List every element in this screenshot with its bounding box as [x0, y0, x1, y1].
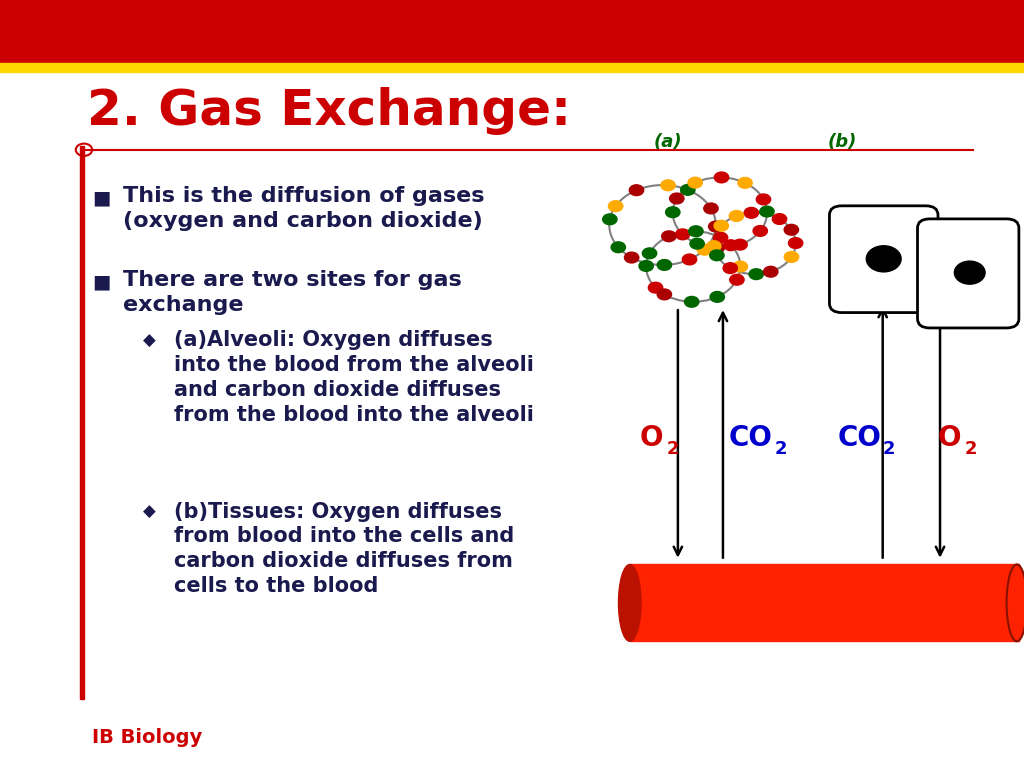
Circle shape	[703, 203, 718, 214]
FancyBboxPatch shape	[918, 219, 1019, 328]
Circle shape	[682, 254, 696, 265]
Circle shape	[710, 292, 724, 303]
Circle shape	[690, 238, 705, 249]
Circle shape	[681, 184, 695, 195]
Circle shape	[611, 242, 626, 253]
Bar	[0, 63, 1024, 72]
Circle shape	[753, 226, 767, 237]
Circle shape	[764, 266, 778, 277]
Circle shape	[666, 207, 680, 217]
Circle shape	[772, 214, 786, 224]
Text: CO: CO	[838, 424, 882, 452]
Circle shape	[670, 193, 684, 204]
Circle shape	[639, 260, 653, 271]
Circle shape	[749, 269, 763, 280]
Text: There are two sites for gas
exchange: There are two sites for gas exchange	[123, 270, 462, 315]
Circle shape	[648, 283, 663, 293]
Text: ■: ■	[92, 273, 111, 292]
Circle shape	[660, 180, 675, 190]
Circle shape	[625, 252, 639, 263]
Text: 2: 2	[774, 440, 786, 458]
Circle shape	[642, 248, 656, 259]
FancyBboxPatch shape	[829, 206, 938, 313]
Text: (b)Tissues: Oxygen diffuses
from blood into the cells and
carbon dioxide diffuse: (b)Tissues: Oxygen diffuses from blood i…	[174, 502, 514, 596]
Circle shape	[714, 220, 728, 231]
Ellipse shape	[618, 564, 641, 641]
Text: This is the diffusion of gases
(oxygen and carbon dioxide): This is the diffusion of gases (oxygen a…	[123, 186, 484, 230]
Text: 2: 2	[883, 440, 895, 458]
Circle shape	[657, 289, 672, 300]
Text: (a): (a)	[653, 133, 682, 151]
Circle shape	[608, 200, 623, 211]
Bar	[630, 564, 1019, 641]
Circle shape	[710, 243, 724, 253]
Circle shape	[657, 260, 672, 270]
Text: 2: 2	[965, 440, 977, 458]
Circle shape	[760, 206, 774, 217]
Ellipse shape	[1007, 564, 1024, 641]
Circle shape	[730, 274, 744, 285]
Text: 2: 2	[667, 440, 679, 458]
Text: O: O	[938, 424, 962, 452]
Circle shape	[866, 246, 901, 272]
Circle shape	[954, 261, 985, 284]
Bar	[0, 0, 1024, 63]
Circle shape	[733, 261, 748, 272]
Circle shape	[697, 244, 712, 255]
Circle shape	[689, 226, 703, 237]
Text: IB Biology: IB Biology	[92, 728, 203, 746]
Circle shape	[676, 229, 690, 240]
Text: ◆: ◆	[143, 332, 156, 349]
Text: O: O	[640, 424, 664, 452]
Circle shape	[724, 240, 738, 250]
Circle shape	[630, 185, 644, 196]
Circle shape	[662, 231, 676, 242]
Circle shape	[729, 210, 743, 221]
Circle shape	[723, 263, 737, 273]
Circle shape	[714, 233, 728, 243]
Circle shape	[738, 177, 753, 188]
Circle shape	[784, 252, 799, 263]
Text: (b): (b)	[827, 133, 857, 151]
Circle shape	[707, 240, 721, 251]
Text: ◆: ◆	[143, 503, 156, 521]
Text: CO: CO	[729, 424, 773, 452]
Circle shape	[710, 250, 724, 260]
Text: ■: ■	[92, 188, 111, 207]
Circle shape	[684, 296, 698, 307]
Circle shape	[788, 237, 803, 248]
Circle shape	[715, 172, 729, 183]
Circle shape	[603, 214, 617, 225]
Circle shape	[744, 207, 759, 218]
Text: (a)Alveoli: Oxygen diffuses
into the blood from the alveoli
and carbon dioxide d: (a)Alveoli: Oxygen diffuses into the blo…	[174, 330, 534, 425]
Circle shape	[757, 194, 771, 205]
Circle shape	[733, 240, 748, 250]
Bar	[80, 146, 84, 699]
Circle shape	[688, 177, 702, 188]
Circle shape	[709, 221, 723, 232]
Circle shape	[784, 224, 799, 235]
Text: 2. Gas Exchange:: 2. Gas Exchange:	[87, 88, 571, 135]
